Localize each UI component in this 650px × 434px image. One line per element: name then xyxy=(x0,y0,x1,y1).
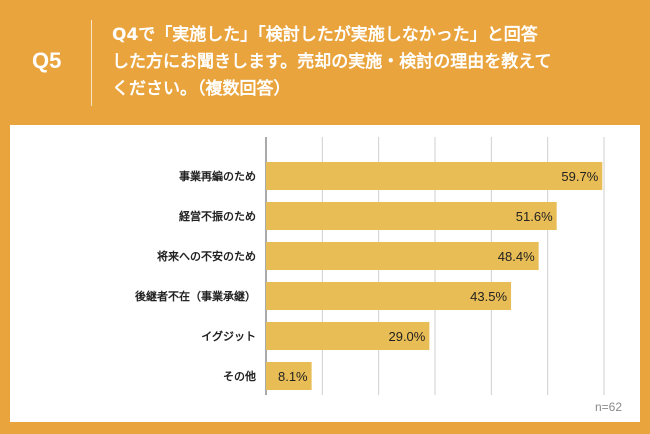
question-text: Q4で「実施した」「検討したが実施しなかった」と回答 した方にお聞きします。売却… xyxy=(112,22,632,103)
chart-panel: 事業再編のため 59.7% 経営不振のため 51.6% 将来への不安のため 48.4% 後継… xyxy=(10,125,640,422)
sample-size-note: n=62 xyxy=(594,400,622,414)
value-label: 48.4% xyxy=(498,249,535,264)
category-label: 事業再編のため xyxy=(179,169,256,183)
header-divider xyxy=(91,20,92,106)
category-label: 後継者不在（事業承継） xyxy=(135,289,256,303)
question-number: Q5 xyxy=(32,48,62,73)
bar xyxy=(266,162,603,190)
bar xyxy=(266,282,512,310)
question-line-1: Q4で「実施した」「検討したが実施しなかった」と回答 xyxy=(112,25,538,45)
value-label: 8.1% xyxy=(278,369,308,384)
value-label: 29.0% xyxy=(388,329,425,344)
value-label: 51.6% xyxy=(516,209,553,224)
value-label: 43.5% xyxy=(470,289,507,304)
category-label: イグジット xyxy=(201,329,256,343)
bar xyxy=(266,242,539,270)
bar-chart: 事業再編のため 59.7% 経営不振のため 51.6% 将来への不安のため 48.4% 後継… xyxy=(135,137,605,395)
bar xyxy=(266,362,312,390)
question-line-3: ください。（複数回答） xyxy=(112,79,291,99)
category-label: その他 xyxy=(223,369,256,383)
category-label: 経営不振のため xyxy=(179,209,256,223)
question-line-2: した方にお聞きします。売却の実施・検討の理由を教えて xyxy=(112,52,552,72)
question-header: Q5 Q4で「実施した」「検討したが実施しなかった」と回答 した方にお聞きします… xyxy=(0,0,650,122)
category-label: 将来への不安のため xyxy=(157,249,256,263)
value-label: 59.7% xyxy=(561,169,598,184)
bar xyxy=(266,322,430,350)
bar xyxy=(266,202,557,230)
